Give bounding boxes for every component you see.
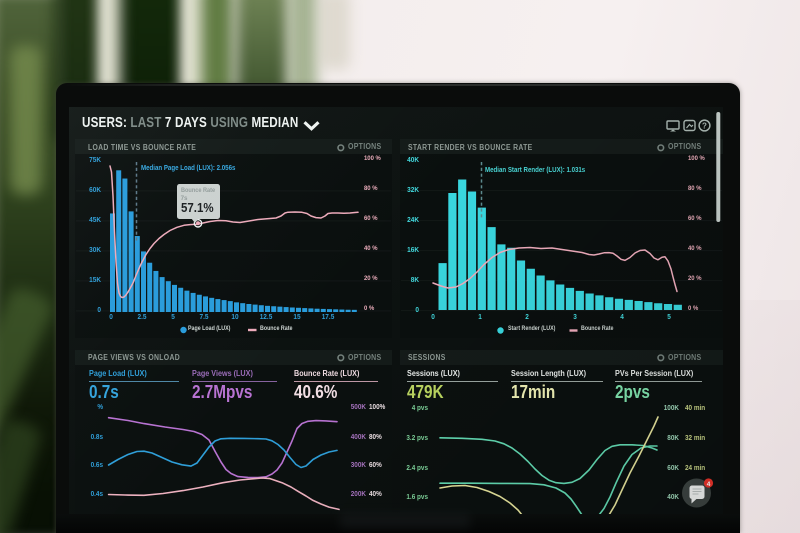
svg-text:?: ? xyxy=(702,122,707,131)
svg-text:4: 4 xyxy=(707,481,711,488)
